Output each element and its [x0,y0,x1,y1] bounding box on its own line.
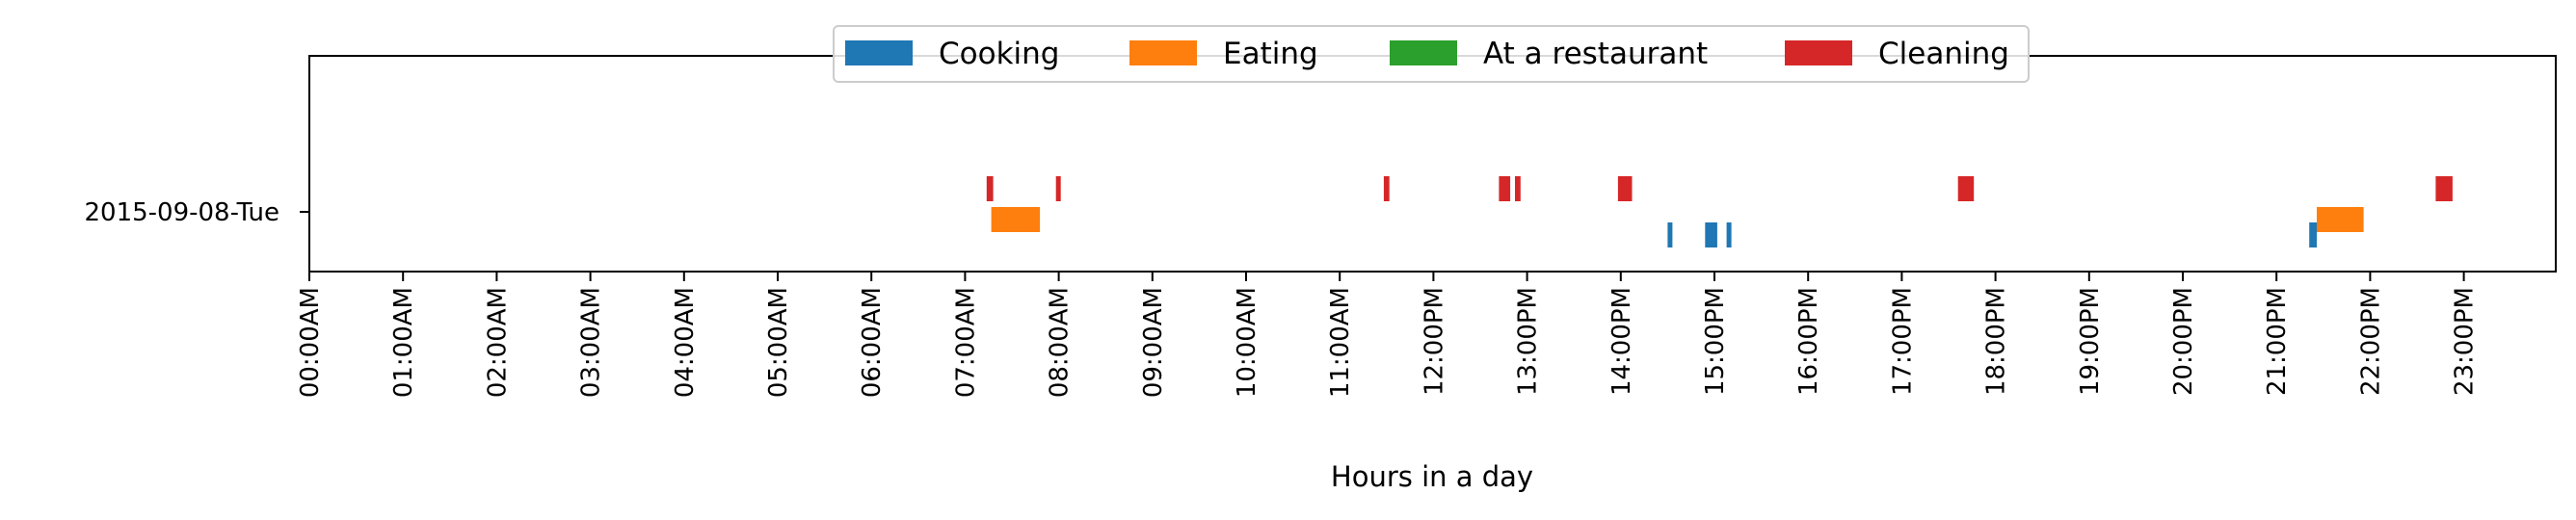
x-tick-label: 07:00AM [951,287,980,398]
x-tick-label: 15:00PM [1701,287,1730,396]
x-tick-label: 11:00AM [1326,287,1355,398]
bar-cleaning [1383,176,1390,201]
x-tick-label: 01:00AM [389,287,418,398]
bar-cleaning [2435,176,2453,201]
bar-cooking [1667,222,1673,247]
bar-cooking [1705,222,1717,247]
bar-cooking [1726,222,1732,247]
legend-swatch-eating [1129,40,1197,65]
x-tick-label: 22:00PM [2356,287,2385,396]
legend: Cooking Eating At a restaurant Cleaning [833,25,2030,83]
x-tick-label: 09:00AM [1139,287,1168,398]
x-tick-label: 03:00AM [577,287,606,398]
marks-layer [986,176,2453,247]
legend-swatch-cooking [845,40,913,65]
x-axis-label: Hours in a day [1331,460,1533,493]
x-tick-label: 04:00AM [671,287,700,398]
x-tick-label: 21:00PM [2263,287,2292,396]
x-tick-label: 06:00AM [858,287,887,398]
x-tick-label: 20:00PM [2169,287,2198,396]
axis-layer: 00:00AM 01:00AM 02:00AM 03:00AM 04:00AM 05:00… [296,211,2480,398]
x-tick-label: 16:00PM [1794,287,1823,396]
x-tick-label: 13:00PM [1514,287,1543,396]
x-tick-label: 14:00PM [1607,287,1636,396]
bar-cleaning [1515,176,1521,201]
legend-label-eating: Eating [1223,37,1318,71]
legend-label-cooking: Cooking [939,37,1059,71]
legend-label-at-a-restaurant: At a restaurant [1483,37,1708,71]
x-tick-label: 18:00PM [1982,287,2011,396]
x-tick-label: 05:00AM [764,287,793,398]
x-tick-label: 19:00PM [2076,287,2105,396]
legend-swatch-cleaning [1785,40,1852,65]
x-tick-label: 10:00AM [1233,287,1261,398]
x-tick-label: 02:00AM [483,287,512,398]
legend-swatch-at-a-restaurant [1390,40,1457,65]
y-category-label: 2015-09-08-Tue [84,198,279,227]
bar-eating [991,207,1041,232]
x-tick-label: 08:00AM [1046,287,1075,398]
bar-cleaning [986,176,994,201]
bar-eating [2317,207,2364,232]
bar-cleaning [1055,176,1061,201]
bar-cleaning [1617,176,1633,201]
legend-label-cleaning: Cleaning [1878,37,2009,71]
x-tick-label: 17:00PM [1888,287,1917,396]
bar-cleaning [1957,176,1975,201]
x-tick-label: 23:00PM [2451,287,2480,396]
bar-cleaning [1499,176,1511,201]
bar-cooking [2309,222,2317,247]
x-tick-label: 00:00AM [296,287,325,398]
x-tick-label: 12:00PM [1420,287,1448,396]
